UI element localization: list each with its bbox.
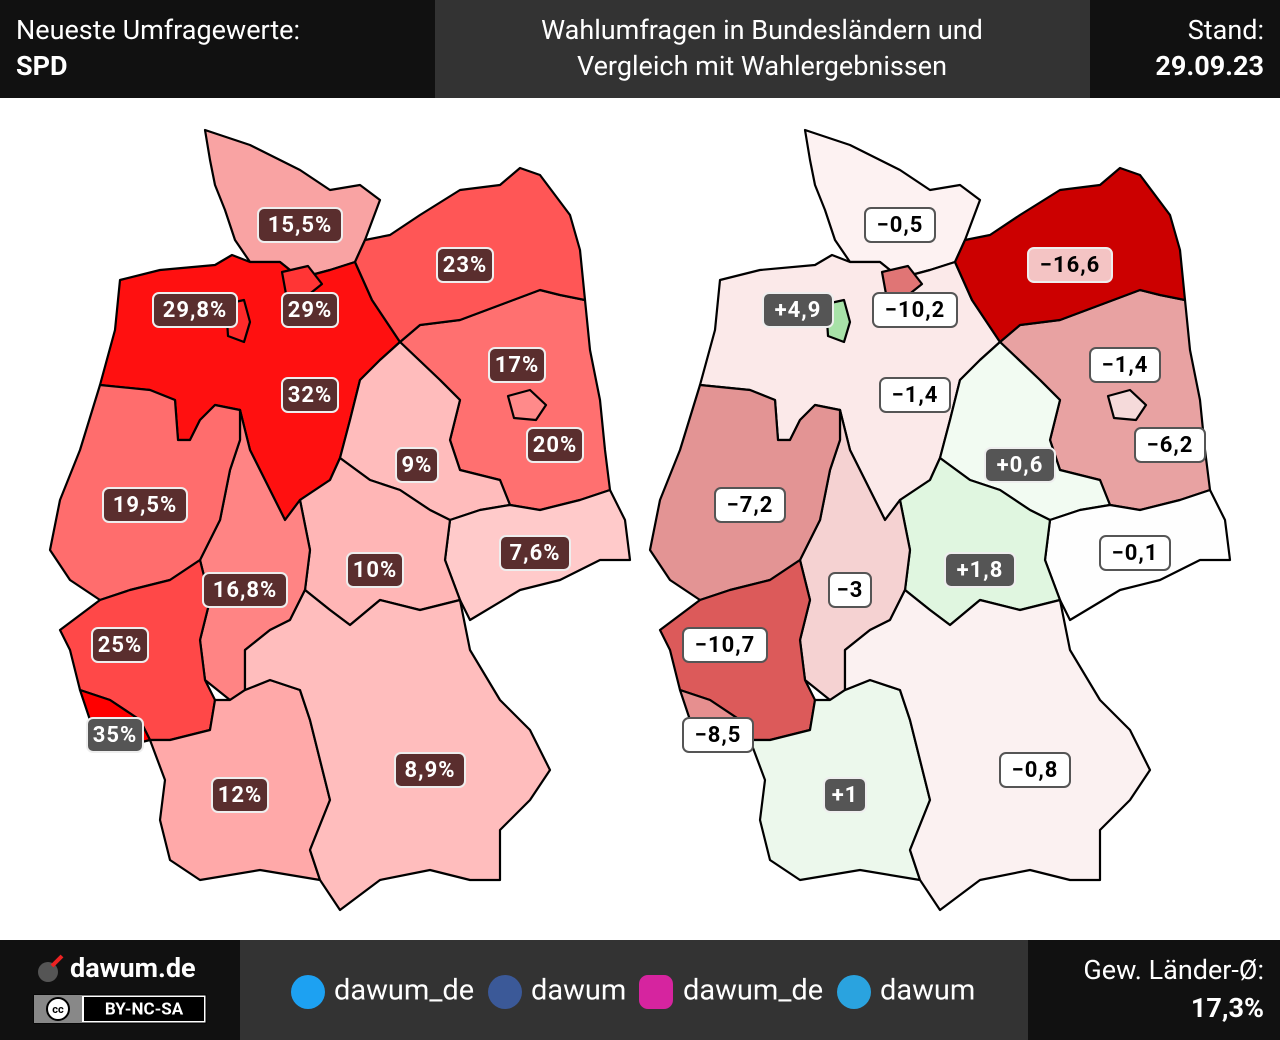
change-label: +4,9	[775, 298, 822, 323]
facebook-icon	[488, 975, 522, 1009]
change-label-box	[1027, 247, 1113, 283]
change-label-box	[872, 292, 958, 328]
change-label-box	[682, 717, 754, 753]
logo-icon	[38, 962, 58, 982]
logo-icon	[50, 954, 64, 968]
survey-label-box	[102, 487, 188, 523]
change-label: −0,1	[1112, 541, 1159, 566]
change-label-box	[828, 572, 872, 608]
avg-value: 17,3%	[1191, 992, 1264, 1024]
cc-icon: cc	[52, 1003, 64, 1016]
social-handle[interactable]: dawum	[531, 974, 626, 1008]
map-labels: 15,5% 29% 29,8% 32% 23% 20% 17% 9% 7,6% 10% 16,8% 1…	[86, 207, 1206, 813]
survey-label: 19,5%	[113, 493, 178, 518]
change-label: +1	[832, 783, 859, 808]
header-left-title: Neueste Umfragewerte:	[16, 14, 300, 46]
survey-label-box	[281, 292, 339, 328]
survey-label-box	[394, 752, 466, 788]
title: Vergleich mit Wahlergebnissen	[577, 50, 947, 82]
twitter-icon	[291, 975, 325, 1009]
change-label: +1,8	[957, 558, 1004, 583]
change-label: −10,2	[885, 298, 945, 323]
survey-label: 29%	[288, 298, 333, 323]
change-label: −1,4	[1102, 353, 1149, 378]
survey-label: 25%	[98, 633, 143, 658]
survey-label: 10%	[353, 558, 398, 583]
change-label: −0,8	[1012, 758, 1059, 783]
survey-label-box	[86, 717, 144, 753]
change-label: −16,6	[1040, 253, 1100, 278]
stand-label: Stand:	[1188, 14, 1264, 46]
cc-circle	[46, 997, 70, 1021]
survey-label-box	[211, 777, 269, 813]
survey-label: 9%	[402, 453, 433, 478]
instagram-icon	[639, 975, 673, 1009]
change-label-box	[1089, 347, 1161, 383]
survey-label-box	[281, 377, 339, 413]
survey-label-box	[488, 347, 546, 383]
header-center	[435, 0, 1090, 98]
change-label-box	[1099, 535, 1171, 571]
survey-label-box	[202, 572, 288, 608]
change-label: −0,5	[877, 213, 924, 238]
change-label-box	[1134, 427, 1206, 463]
survey-label-box	[257, 207, 343, 243]
change-label: −10,7	[695, 633, 755, 658]
change-label-box	[714, 487, 786, 523]
change-label-box	[823, 777, 867, 813]
survey-label: 35%	[93, 723, 138, 748]
survey-label: 29,8%	[163, 298, 228, 323]
social-handle[interactable]: dawum_de	[334, 974, 474, 1008]
header-right	[1090, 0, 1280, 98]
party: SPD	[16, 50, 68, 82]
change-label: −3	[837, 578, 864, 603]
change-label-box	[864, 207, 936, 243]
footer-right	[1028, 940, 1280, 1040]
avg-label: Gew. Länder-Ø:	[1083, 954, 1264, 986]
survey-label: 16,8%	[213, 578, 278, 603]
survey-label-box	[395, 447, 439, 483]
date: 29.09.23	[1155, 50, 1264, 82]
social-handle[interactable]: dawum	[880, 974, 975, 1008]
license-bg	[84, 997, 204, 1021]
survey-label: 32%	[288, 383, 333, 408]
change-label: −8,5	[695, 723, 742, 748]
change-label: −7,2	[727, 493, 774, 518]
header-left	[0, 0, 435, 98]
survey-label: 17%	[495, 353, 540, 378]
survey-label-box	[526, 427, 584, 463]
social-handle[interactable]: dawum_de	[683, 974, 823, 1008]
change-label-box	[944, 552, 1016, 588]
survey-label: 15,5%	[268, 213, 333, 238]
survey-label: 8,9%	[405, 758, 456, 783]
survey-label: 12%	[218, 783, 263, 808]
change-label-box	[879, 377, 951, 413]
site[interactable]: dawum.de	[70, 952, 196, 984]
survey-label-box	[152, 292, 238, 328]
change-label-box	[999, 752, 1071, 788]
survey-label-box	[436, 247, 494, 283]
change-label: +0,6	[997, 453, 1044, 478]
change-label: −1,4	[892, 383, 939, 408]
survey-label: 20%	[533, 433, 578, 458]
change-label-box	[762, 292, 834, 328]
telegram-icon	[837, 975, 871, 1009]
change-label-box	[984, 447, 1056, 483]
change-label-box	[682, 627, 768, 663]
survey-label-box	[346, 552, 404, 588]
survey-label-box	[499, 535, 571, 571]
survey-label: 7,6%	[510, 541, 561, 566]
license: BY-NC-SA	[105, 999, 184, 1019]
title: Wahlumfragen in Bundesländern und	[541, 14, 983, 46]
change-label: −6,2	[1147, 433, 1194, 458]
survey-label: 23%	[443, 253, 488, 278]
footer-center	[240, 940, 1028, 1040]
survey-label-box	[91, 627, 149, 663]
